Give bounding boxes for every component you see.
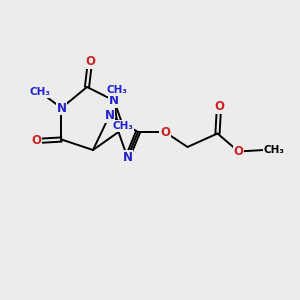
Text: O: O	[233, 145, 244, 158]
Text: CH₃: CH₃	[264, 145, 285, 155]
Text: O: O	[31, 134, 41, 148]
Text: N: N	[104, 109, 115, 122]
Text: O: O	[160, 125, 170, 139]
Text: N: N	[56, 101, 67, 115]
Text: N: N	[109, 94, 119, 107]
Text: CH₃: CH₃	[112, 121, 134, 131]
Text: CH₃: CH₃	[106, 85, 128, 95]
Text: O: O	[85, 55, 95, 68]
Text: CH₃: CH₃	[30, 87, 51, 98]
Text: N: N	[122, 151, 133, 164]
Text: O: O	[214, 100, 224, 113]
